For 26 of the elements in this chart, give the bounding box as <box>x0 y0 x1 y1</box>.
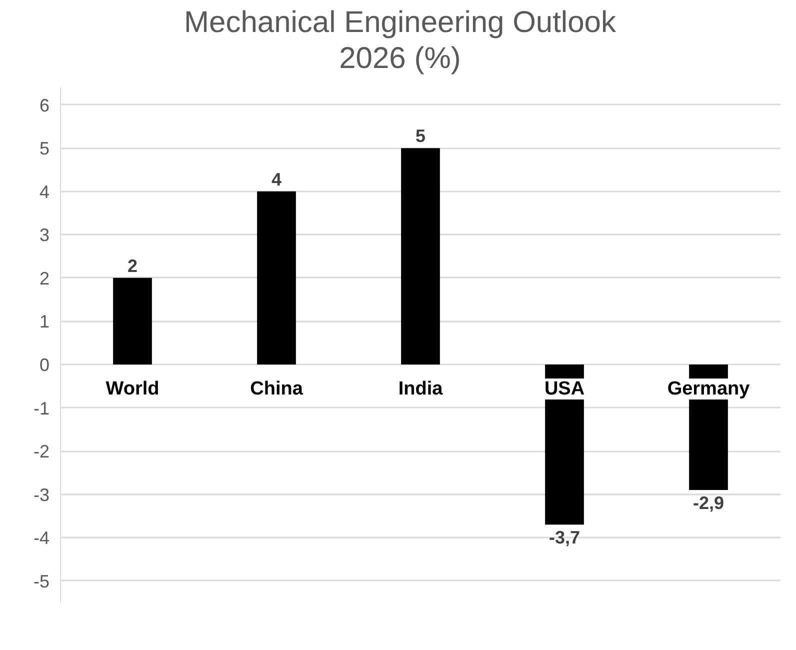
bar <box>113 278 152 364</box>
data-label: -2,9 <box>692 492 724 513</box>
y-tick-label: 0 <box>39 354 50 375</box>
y-tick-label: 6 <box>39 95 50 116</box>
y-tick-label: 1 <box>39 312 50 332</box>
x-tick-label: China <box>250 378 304 400</box>
bar <box>401 148 440 364</box>
data-label: -3,7 <box>548 528 580 548</box>
data-label: 5 <box>415 126 426 146</box>
y-tick-label: -5 <box>33 571 50 592</box>
x-tick-label: Germany <box>667 378 750 400</box>
bar <box>257 191 296 364</box>
data-label: 4 <box>271 169 282 190</box>
y-tick-label: -1 <box>33 398 50 418</box>
x-tick-label: World <box>106 378 160 400</box>
y-tick-label: 3 <box>39 225 50 246</box>
data-label: 2 <box>127 256 138 276</box>
x-tick-label: USA <box>544 378 585 400</box>
y-tick-label: -3 <box>33 484 50 505</box>
chart-title: Mechanical Engineering Outlook 2026 (%) <box>184 5 616 77</box>
y-tick-label: -4 <box>33 528 50 548</box>
y-tick-label: -2 <box>33 442 50 462</box>
y-tick-label: 2 <box>39 268 50 288</box>
y-tick-label: 4 <box>39 182 50 202</box>
x-tick-label: India <box>398 378 444 400</box>
y-tick-label: 5 <box>39 138 50 159</box>
